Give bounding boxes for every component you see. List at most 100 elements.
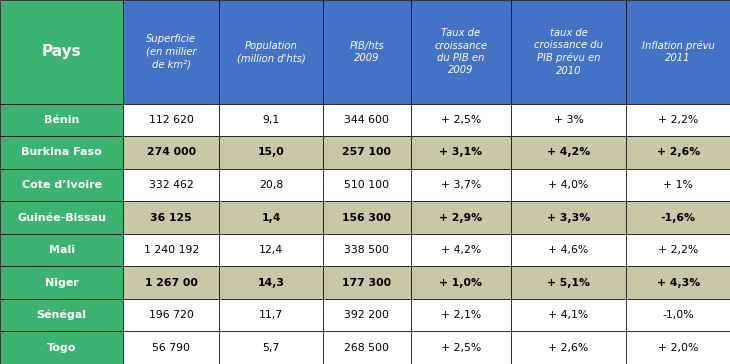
- FancyBboxPatch shape: [626, 266, 730, 299]
- Text: Sénégal: Sénégal: [36, 310, 87, 320]
- FancyBboxPatch shape: [323, 266, 411, 299]
- FancyBboxPatch shape: [0, 136, 123, 169]
- FancyBboxPatch shape: [123, 266, 219, 299]
- FancyBboxPatch shape: [123, 331, 219, 364]
- FancyBboxPatch shape: [626, 299, 730, 331]
- FancyBboxPatch shape: [626, 201, 730, 234]
- Text: 177 300: 177 300: [342, 277, 391, 288]
- Text: + 2,6%: + 2,6%: [548, 343, 588, 352]
- FancyBboxPatch shape: [511, 104, 626, 136]
- Text: + 3,1%: + 3,1%: [439, 147, 483, 158]
- FancyBboxPatch shape: [219, 0, 323, 104]
- Text: + 4,2%: + 4,2%: [547, 147, 590, 158]
- Text: Inflation prévu
2011: Inflation prévu 2011: [642, 40, 715, 63]
- FancyBboxPatch shape: [219, 104, 323, 136]
- Text: + 1,0%: + 1,0%: [439, 277, 483, 288]
- FancyBboxPatch shape: [323, 234, 411, 266]
- Text: 56 790: 56 790: [152, 343, 191, 352]
- Text: + 4,6%: + 4,6%: [548, 245, 588, 255]
- Text: taux de
croissance du
PIB prévu en
2010: taux de croissance du PIB prévu en 2010: [534, 28, 603, 76]
- FancyBboxPatch shape: [511, 266, 626, 299]
- FancyBboxPatch shape: [0, 331, 123, 364]
- FancyBboxPatch shape: [219, 169, 323, 201]
- FancyBboxPatch shape: [511, 136, 626, 169]
- Text: 344 600: 344 600: [345, 115, 389, 125]
- FancyBboxPatch shape: [0, 234, 123, 266]
- FancyBboxPatch shape: [323, 0, 411, 104]
- FancyBboxPatch shape: [411, 201, 511, 234]
- Text: 392 200: 392 200: [345, 310, 389, 320]
- Text: + 4,1%: + 4,1%: [548, 310, 588, 320]
- Text: + 2,2%: + 2,2%: [658, 245, 699, 255]
- FancyBboxPatch shape: [626, 331, 730, 364]
- FancyBboxPatch shape: [626, 104, 730, 136]
- FancyBboxPatch shape: [219, 266, 323, 299]
- Text: 1 240 192: 1 240 192: [144, 245, 199, 255]
- FancyBboxPatch shape: [411, 299, 511, 331]
- Text: Superficie
(en millier
de km²): Superficie (en millier de km²): [146, 35, 196, 69]
- FancyBboxPatch shape: [511, 169, 626, 201]
- FancyBboxPatch shape: [0, 104, 123, 136]
- FancyBboxPatch shape: [123, 0, 219, 104]
- Text: -1,0%: -1,0%: [662, 310, 694, 320]
- Text: 9,1: 9,1: [262, 115, 280, 125]
- FancyBboxPatch shape: [323, 136, 411, 169]
- Text: + 2,5%: + 2,5%: [441, 343, 481, 352]
- Text: 36 125: 36 125: [150, 213, 192, 222]
- Text: + 5,1%: + 5,1%: [547, 277, 590, 288]
- FancyBboxPatch shape: [411, 104, 511, 136]
- FancyBboxPatch shape: [123, 169, 219, 201]
- Text: + 1%: + 1%: [663, 180, 693, 190]
- FancyBboxPatch shape: [411, 0, 511, 104]
- Text: 5,7: 5,7: [262, 343, 280, 352]
- Text: 1 267 00: 1 267 00: [145, 277, 198, 288]
- FancyBboxPatch shape: [219, 201, 323, 234]
- Text: 196 720: 196 720: [149, 310, 193, 320]
- Text: + 4,3%: + 4,3%: [656, 277, 700, 288]
- Text: + 2,5%: + 2,5%: [441, 115, 481, 125]
- Text: 332 462: 332 462: [149, 180, 193, 190]
- Text: 112 620: 112 620: [149, 115, 193, 125]
- Text: 510 100: 510 100: [345, 180, 390, 190]
- Text: Togo: Togo: [47, 343, 77, 352]
- Text: Pays: Pays: [42, 44, 82, 59]
- FancyBboxPatch shape: [626, 234, 730, 266]
- Text: + 3,7%: + 3,7%: [441, 180, 481, 190]
- FancyBboxPatch shape: [411, 331, 511, 364]
- Text: + 2,1%: + 2,1%: [441, 310, 481, 320]
- Text: 20,8: 20,8: [259, 180, 283, 190]
- Text: -1,6%: -1,6%: [661, 213, 696, 222]
- FancyBboxPatch shape: [123, 299, 219, 331]
- Text: + 3,3%: + 3,3%: [547, 213, 590, 222]
- FancyBboxPatch shape: [626, 136, 730, 169]
- FancyBboxPatch shape: [411, 169, 511, 201]
- FancyBboxPatch shape: [219, 234, 323, 266]
- Text: + 4,2%: + 4,2%: [441, 245, 481, 255]
- Text: Population
(million d'hts): Population (million d'hts): [237, 41, 305, 63]
- FancyBboxPatch shape: [0, 169, 123, 201]
- FancyBboxPatch shape: [323, 299, 411, 331]
- Text: + 2,0%: + 2,0%: [658, 343, 699, 352]
- Text: + 2,6%: + 2,6%: [656, 147, 700, 158]
- FancyBboxPatch shape: [219, 331, 323, 364]
- FancyBboxPatch shape: [626, 169, 730, 201]
- Text: 14,3: 14,3: [258, 277, 285, 288]
- FancyBboxPatch shape: [323, 104, 411, 136]
- Text: 274 000: 274 000: [147, 147, 196, 158]
- Text: 11,7: 11,7: [259, 310, 283, 320]
- FancyBboxPatch shape: [0, 201, 123, 234]
- FancyBboxPatch shape: [511, 201, 626, 234]
- Text: Bénin: Bénin: [44, 115, 80, 125]
- Text: 12,4: 12,4: [259, 245, 283, 255]
- FancyBboxPatch shape: [511, 0, 626, 104]
- FancyBboxPatch shape: [323, 331, 411, 364]
- FancyBboxPatch shape: [411, 136, 511, 169]
- FancyBboxPatch shape: [323, 201, 411, 234]
- FancyBboxPatch shape: [123, 136, 219, 169]
- FancyBboxPatch shape: [411, 266, 511, 299]
- FancyBboxPatch shape: [0, 266, 123, 299]
- FancyBboxPatch shape: [511, 299, 626, 331]
- Text: 338 500: 338 500: [345, 245, 389, 255]
- Text: 268 500: 268 500: [345, 343, 389, 352]
- FancyBboxPatch shape: [123, 234, 219, 266]
